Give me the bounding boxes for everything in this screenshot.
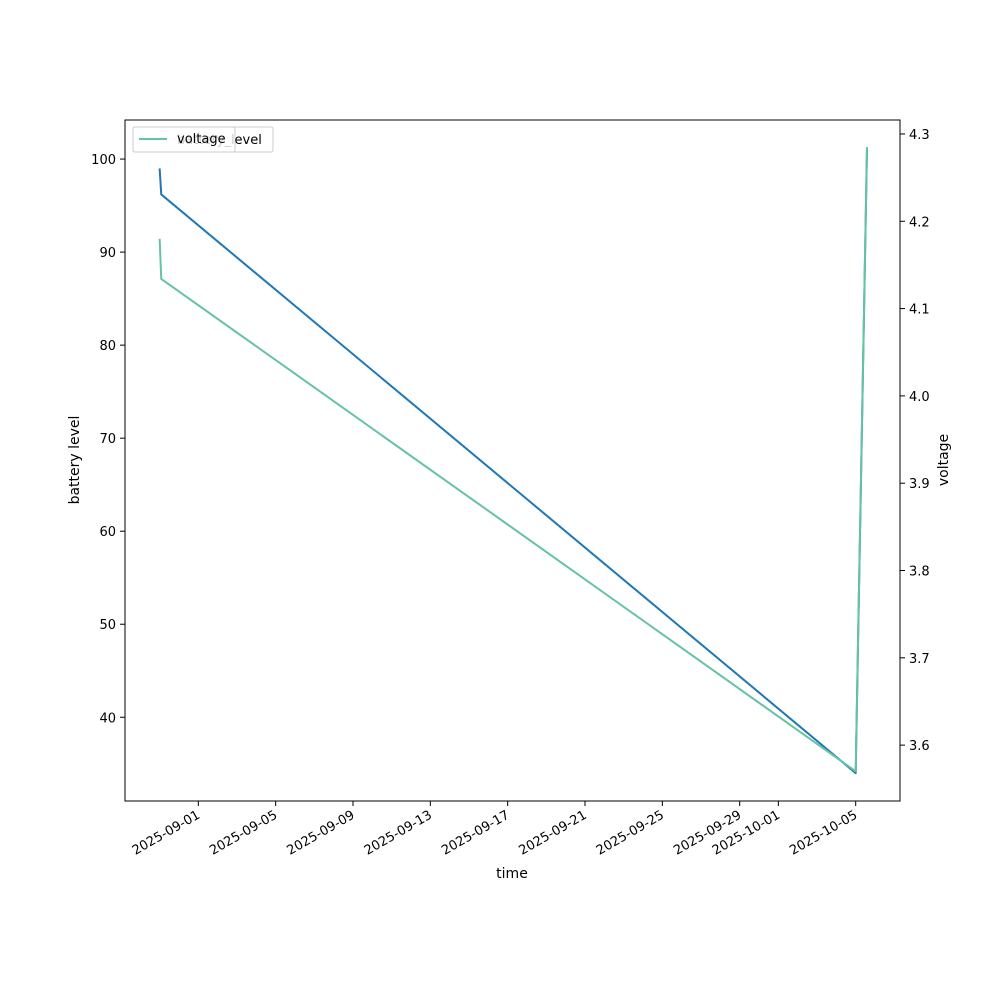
y-right-tick-label: 4.0 xyxy=(909,390,930,405)
y-left-tick-label: 50 xyxy=(99,618,116,633)
y-right-tick-label: 4.1 xyxy=(909,303,930,318)
y-left-tick-label: 70 xyxy=(99,432,116,447)
x-tick-label: 2025-09-21 xyxy=(517,808,590,859)
series-line-battery-level xyxy=(158,149,868,775)
y-right-axis-label: voltage xyxy=(936,434,952,486)
y-left-tick-label: 90 xyxy=(99,246,116,261)
series-line-voltage xyxy=(158,147,868,773)
y-right-tick-label: 4.2 xyxy=(909,215,930,230)
y-right-tick-label: 3.9 xyxy=(909,477,930,492)
x-tick-label: 2025-09-09 xyxy=(285,808,358,859)
y-left-tick-label: 60 xyxy=(99,525,116,540)
y-right-ticks: 3.6 3.7 3.8 3.9 4.0 4.1 4.2 4.3 xyxy=(900,128,930,754)
axes-layer xyxy=(124,119,901,802)
y-left-tick-label: 40 xyxy=(99,711,116,726)
x-tick-label: 2025-09-13 xyxy=(362,808,435,859)
y-right-tick-label: 3.8 xyxy=(909,565,930,580)
x-ticks: 2025-09-01 2025-09-05 2025-09-09 2025-09-13… xyxy=(130,801,860,859)
y-left-tick-label: 100 xyxy=(91,153,116,168)
y-left-tick-label: 80 xyxy=(99,339,116,354)
x-tick-label: 2025-09-05 xyxy=(207,808,280,859)
y-right-tick-label: 3.7 xyxy=(909,652,930,667)
y-left-ticks: 40 50 60 70 80 90 100 xyxy=(91,153,125,726)
series-layer xyxy=(158,147,868,775)
legend-box-voltage xyxy=(132,126,236,153)
plot-frame xyxy=(124,119,901,802)
x-tick-label: 2025-09-01 xyxy=(130,808,203,859)
y-left-axis-label: battery level xyxy=(67,416,83,505)
legend: battery_level voltage xyxy=(132,126,274,153)
x-axis-label: time xyxy=(496,866,528,882)
legend-label-voltage: voltage xyxy=(177,132,226,147)
y-right-tick-label: 4.3 xyxy=(909,128,930,143)
x-tick-label: 2025-09-25 xyxy=(594,808,667,859)
y-right-tick-label: 3.6 xyxy=(909,739,930,754)
x-tick-label: 2025-09-17 xyxy=(439,808,512,859)
x-tick-label: 2025-10-05 xyxy=(787,808,860,859)
